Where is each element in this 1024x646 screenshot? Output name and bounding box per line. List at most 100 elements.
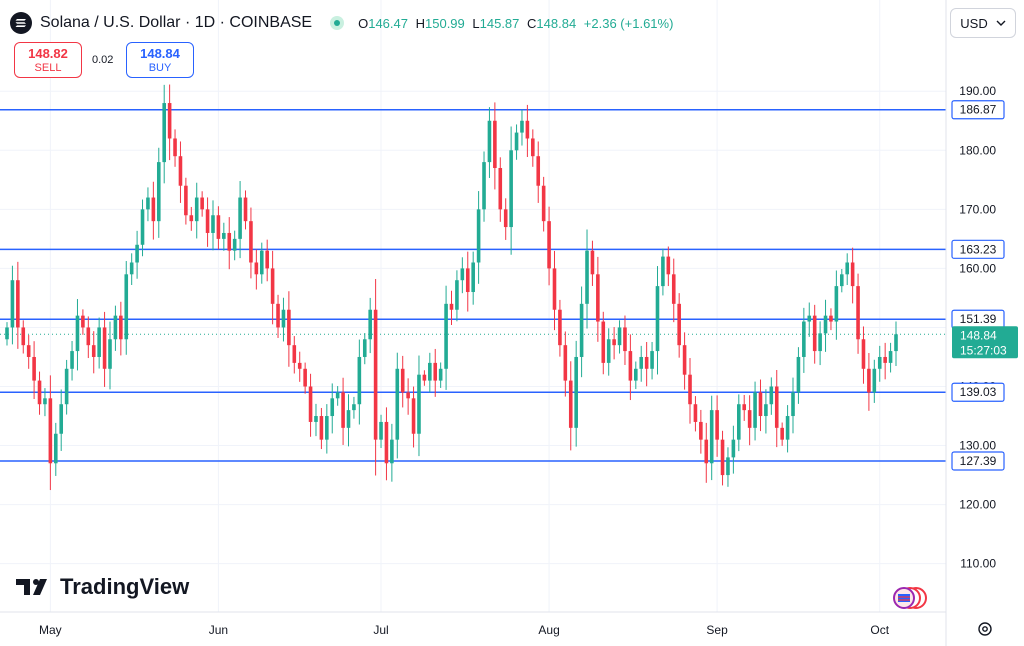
candle (390, 423, 394, 482)
candle (720, 430, 725, 486)
candle-body (482, 162, 486, 210)
x-tick-label: May (39, 623, 62, 637)
candle (520, 109, 524, 146)
candle-body (845, 262, 850, 275)
candle (769, 377, 774, 415)
candle (319, 407, 324, 450)
candle (861, 326, 866, 384)
candle-body (222, 232, 226, 239)
candle (232, 230, 237, 261)
candle-body (276, 303, 280, 328)
candle (601, 311, 606, 375)
candle (823, 299, 828, 352)
candle-body (742, 404, 747, 411)
candle (558, 299, 562, 357)
candle-body (102, 327, 107, 369)
candle-body (547, 221, 551, 269)
x-tick-label: Jun (209, 623, 228, 637)
candle (709, 395, 714, 481)
candle (498, 157, 503, 222)
spread-value: 0.02 (92, 54, 114, 66)
candle (325, 404, 329, 454)
candle-body (503, 209, 508, 228)
candle (742, 394, 747, 421)
candle (26, 335, 31, 369)
candle (314, 403, 318, 437)
buy-button[interactable]: 148.84 BUY (126, 42, 194, 78)
candle-body (124, 274, 129, 340)
candle-body (64, 368, 69, 405)
candle-body (91, 345, 96, 357)
candle (623, 315, 627, 365)
close-value: 148.84 (536, 15, 577, 31)
symbol-title[interactable]: Solana / U.S. Dollar · 1D · COINBASE (40, 14, 313, 31)
y-tick-label: 110.00 (960, 557, 996, 571)
candle-body (531, 138, 535, 157)
candle-body (823, 315, 828, 334)
candle-body (200, 197, 204, 210)
candle (655, 266, 660, 375)
candle-body (812, 315, 817, 352)
sell-button[interactable]: 148.82 SELL (14, 42, 82, 78)
candle-body (558, 309, 562, 346)
candle-body (48, 398, 53, 464)
y-tick-label: 180.00 (959, 143, 996, 157)
candle (883, 342, 887, 380)
candle (411, 386, 416, 448)
horizontal-levels (0, 108, 946, 462)
candle-body (666, 256, 671, 275)
candle (167, 84, 172, 161)
candle (547, 206, 551, 286)
candle-body (655, 286, 660, 352)
candle (791, 377, 795, 434)
candle (124, 261, 129, 355)
candle (59, 389, 64, 451)
candle-body (16, 280, 20, 328)
candle (650, 341, 654, 380)
candle-body (438, 368, 443, 381)
candle-body (81, 315, 85, 328)
candle-body (753, 392, 757, 428)
candle-body (747, 410, 752, 428)
candle-body (444, 303, 448, 369)
candle-body (650, 351, 654, 369)
candle-body (677, 303, 681, 346)
candle (867, 353, 871, 411)
buy-label: BUY (148, 62, 172, 74)
chevron-down-icon (996, 20, 1006, 26)
tradingview-brand[interactable]: TradingView (16, 574, 189, 600)
candle (758, 379, 763, 432)
candle (455, 270, 459, 322)
market-open-icon[interactable] (330, 16, 345, 30)
candle-body (335, 392, 340, 399)
events-flag-icon[interactable] (884, 585, 930, 611)
candle-body (362, 339, 367, 357)
candle (178, 141, 183, 203)
candle (308, 373, 313, 437)
candle-body (628, 351, 633, 381)
candle (574, 340, 578, 447)
candle-body (325, 416, 329, 440)
candle-body (731, 439, 736, 458)
level-label-box (951, 451, 1005, 471)
settings-gear-icon[interactable] (976, 620, 994, 638)
candle-body (699, 421, 703, 440)
currency-select[interactable]: USD (950, 8, 1016, 38)
candle (216, 206, 221, 250)
candle (70, 341, 74, 381)
candle (704, 422, 709, 483)
candle-body (563, 345, 568, 381)
candle (75, 299, 80, 371)
candle-body (162, 103, 167, 163)
candle (102, 311, 107, 387)
candle (21, 320, 26, 354)
candle (688, 358, 692, 424)
candle-body (877, 356, 882, 369)
candle-body (850, 262, 855, 287)
candle-body (238, 197, 242, 239)
candle-body (173, 138, 177, 157)
candle-body (709, 410, 714, 464)
candle (834, 270, 839, 340)
candle (671, 258, 676, 323)
